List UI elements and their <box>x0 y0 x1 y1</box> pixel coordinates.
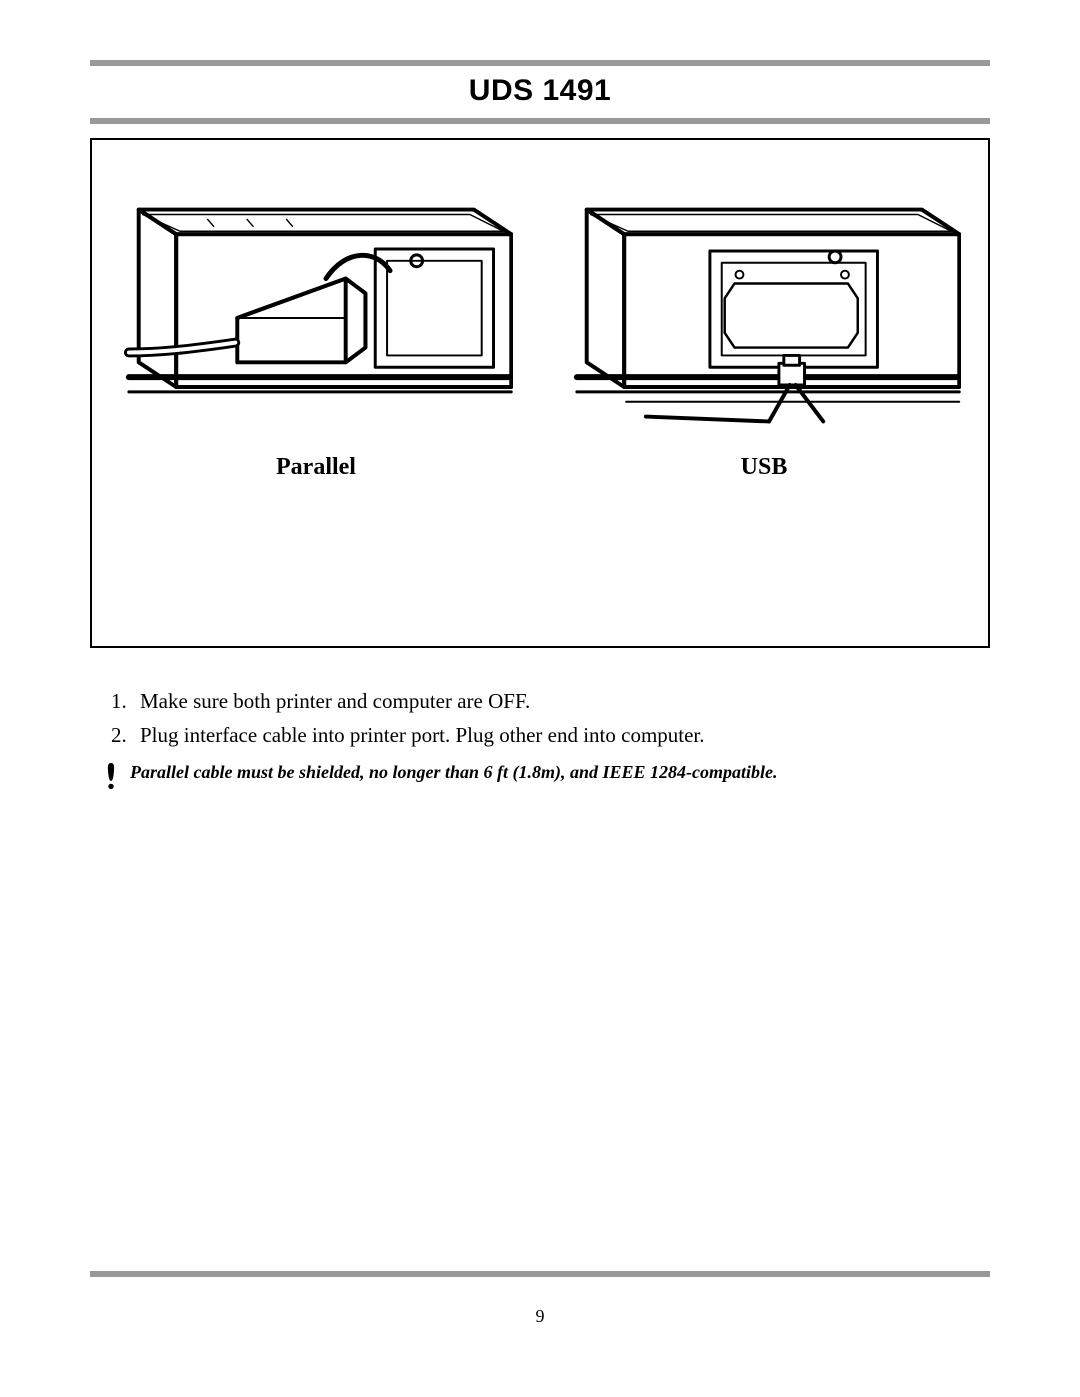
page-title: UDS 1491 <box>90 74 990 108</box>
usb-connector-illustration <box>567 180 961 436</box>
manual-page: UDS 1491 <box>0 0 1080 1397</box>
header-rule-top <box>90 60 990 66</box>
panel-caption-usb: USB <box>741 454 788 481</box>
step-item: Plug interface cable into printer port. … <box>132 720 990 750</box>
footer-rule <box>90 1271 990 1277</box>
panel-caption-parallel: Parallel <box>276 454 356 481</box>
exclamation-icon <box>102 763 120 798</box>
steps-list: Make sure both printer and computer are … <box>90 686 990 751</box>
header-rule-bottom <box>90 118 990 124</box>
note-row: Parallel cable must be shielded, no long… <box>90 761 990 798</box>
panel-parallel: Parallel <box>119 180 513 481</box>
figure-frame: Parallel <box>90 138 990 648</box>
page-number: 9 <box>0 1306 1080 1327</box>
step-item: Make sure both printer and computer are … <box>132 686 990 716</box>
parallel-connector-illustration <box>119 180 513 436</box>
instruction-steps: Make sure both printer and computer are … <box>90 686 990 798</box>
panel-usb: USB <box>567 180 961 481</box>
figure-panels: Parallel <box>92 180 988 520</box>
note-text: Parallel cable must be shielded, no long… <box>130 761 778 784</box>
